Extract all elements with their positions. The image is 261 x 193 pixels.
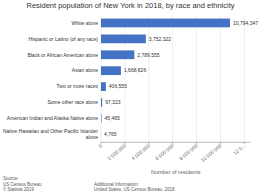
annotation: Additional Information:United States, US… (94, 182, 175, 192)
grid-line (196, 15, 197, 142)
category-label: American Indian and Alaska Native alone (7, 115, 98, 121)
grid-line (220, 15, 221, 142)
data-label: 97,323 (105, 99, 121, 105)
tick-mark (244, 142, 245, 144)
x-axis-line (101, 142, 250, 143)
tick-mark (148, 142, 149, 144)
grid-line (124, 15, 125, 142)
data-label: 10,794,347 (233, 20, 258, 26)
bar (101, 66, 121, 75)
x-axis-label: Number of residents (151, 169, 201, 175)
data-label: 3,752,322 (149, 36, 171, 42)
grid-line (148, 15, 149, 142)
data-label: 4,765 (104, 131, 117, 137)
tick-mark (196, 142, 197, 144)
category-label: Black or African American alone (27, 52, 98, 58)
chart: Resident population of New York in 2018,… (0, 0, 261, 193)
bar (101, 130, 102, 139)
tick-mark (220, 142, 221, 144)
grid-line (172, 15, 173, 142)
category-label: White alone (72, 20, 99, 26)
tick-mark (101, 142, 102, 144)
bars (101, 19, 230, 139)
title: Resident population of New York in 2018,… (26, 1, 234, 10)
data-label: 2,789,555 (137, 52, 159, 58)
grid-line (244, 15, 245, 142)
grid-line (101, 15, 102, 142)
tick-label: 0 (97, 142, 103, 149)
bar (101, 50, 134, 59)
tick-label: 2 000 000 (106, 142, 127, 161)
tick-label: 4 000 000 (130, 142, 151, 161)
tick-mark (124, 142, 125, 144)
tick-label: 8 000 000 (178, 142, 199, 161)
category-label: Asian alone (72, 67, 98, 73)
category-label: Some other race alone (47, 99, 98, 105)
annotation: Source:US Census Bureau© Statista 2019 (3, 176, 42, 192)
tick-label: 10 000 000 (200, 142, 223, 163)
tick-mark (172, 142, 173, 144)
bar (101, 114, 102, 123)
category-label: Hispanic or Latino (of any race) (29, 36, 99, 42)
bar (101, 82, 106, 91)
category-label: Native Hawaiian and Other Pacific Island… (3, 128, 98, 140)
tick-label: 6 000 000 (154, 142, 175, 161)
category-label: Two or more races (57, 83, 99, 89)
bar (101, 98, 102, 107)
tick-label: 12 0... (232, 142, 247, 156)
data-label: 1,668,826 (124, 67, 146, 73)
bar (101, 19, 230, 28)
plot-area (101, 15, 250, 142)
data-label: 406,555 (109, 83, 127, 89)
bar (101, 34, 146, 43)
data-label: 45,465 (105, 115, 121, 121)
